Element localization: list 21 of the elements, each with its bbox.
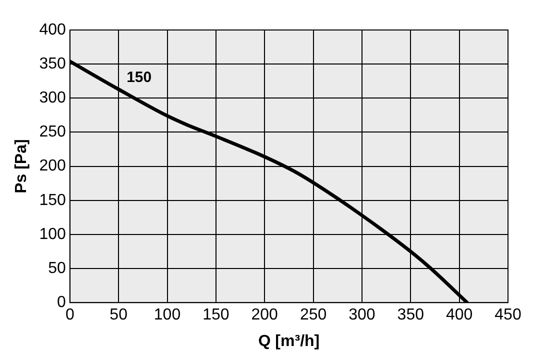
y-tick-label: 0 [56, 294, 66, 312]
x-tick-label: 200 [251, 306, 278, 324]
y-tick-label: 350 [39, 55, 66, 72]
y-tick-label: 300 [39, 90, 66, 107]
x-tick-label: 300 [348, 306, 376, 324]
y-tick-label: 200 [39, 158, 66, 175]
x-tick-label: 250 [300, 306, 327, 324]
x-tick-label: 350 [397, 306, 424, 324]
y-tick-label: 50 [48, 260, 66, 277]
y-axis-title: Ps [Pa] [13, 139, 30, 194]
x-tick-label: 400 [446, 306, 473, 324]
y-tick-label: 400 [39, 21, 66, 38]
x-tick-label: 150 [202, 306, 230, 324]
y-tick-label: 100 [39, 226, 66, 243]
x-tick-label: 100 [154, 306, 181, 324]
x-tick-label: 450 [494, 306, 522, 324]
x-tick-label: 50 [110, 306, 128, 324]
x-axis-title: Q [m³/h] [258, 332, 320, 350]
series-label: 150 [126, 68, 152, 86]
y-tick-label: 250 [39, 124, 66, 141]
y-tick-label: 150 [39, 192, 66, 209]
